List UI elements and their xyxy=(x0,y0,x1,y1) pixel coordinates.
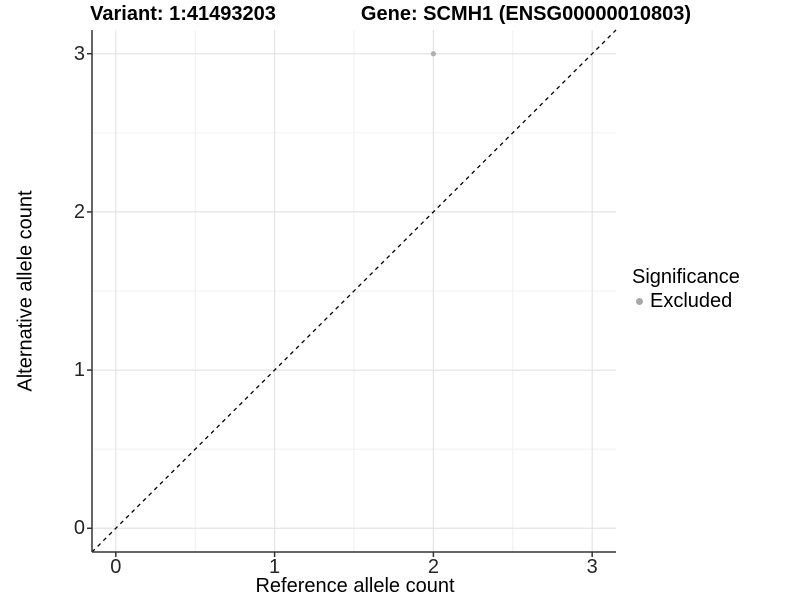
chart-area xyxy=(87,29,617,557)
x-tick-label: 2 xyxy=(427,556,439,578)
y-tick-label: 1 xyxy=(73,359,85,382)
legend-title: Significance xyxy=(632,266,740,288)
x-tick-label: 1 xyxy=(269,556,281,578)
legend-entry-excluded: Excluded xyxy=(632,291,740,311)
data-point xyxy=(430,51,436,57)
plot-panel xyxy=(87,29,617,557)
identity-line xyxy=(91,29,617,553)
legend-entry-label: Excluded xyxy=(650,290,733,312)
x-tick-label: 0 xyxy=(110,556,122,578)
legend: Significance Excluded xyxy=(632,265,740,311)
y-tick-label: 0 xyxy=(73,517,85,540)
variant-title: Variant: 1:41493203 xyxy=(90,3,276,25)
excluded-point-icon xyxy=(636,297,643,305)
y-axis-title: Alternative allele count xyxy=(14,190,37,392)
gene-title: Gene: SCMH1 (ENSG00000010803) xyxy=(360,3,692,25)
x-tick-label: 3 xyxy=(586,556,598,578)
y-tick-label: 2 xyxy=(73,200,85,223)
x-axis-title: Reference allele count xyxy=(255,575,455,597)
y-tick-label: 3 xyxy=(73,42,85,65)
